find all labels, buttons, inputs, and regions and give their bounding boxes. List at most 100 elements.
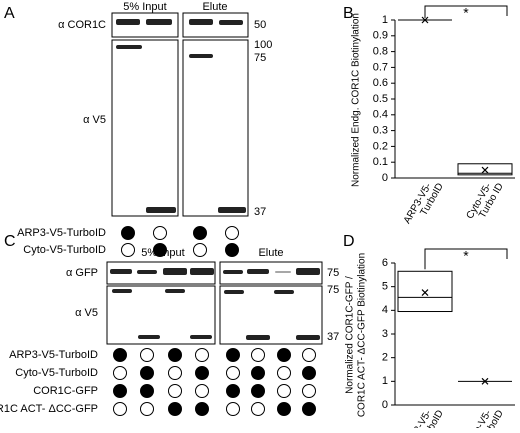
panel-label: D <box>343 233 355 250</box>
y-tick-label: 0.3 <box>373 125 388 137</box>
y-tick-label: 0.6 <box>373 77 388 89</box>
y-tick-label: 3 <box>382 328 388 340</box>
lane-indicator <box>226 402 240 416</box>
significance-bracket <box>424 248 508 270</box>
y-tick-label: 0 <box>382 172 388 184</box>
marker: 75 <box>327 284 339 296</box>
y-axis-label: Normalized Endg. COR1C Biotinylation <box>351 13 362 187</box>
mean-marker <box>481 166 489 174</box>
lane-indicator <box>121 243 135 257</box>
blot <box>111 39 179 217</box>
y-tick-label: 0.9 <box>373 30 388 42</box>
lane-indicator <box>193 226 207 240</box>
lane-indicator <box>277 384 291 398</box>
blot <box>106 285 216 345</box>
lane-indicator <box>168 402 182 416</box>
y-tick-label: 6 <box>382 257 388 269</box>
lane-indicator <box>277 366 291 380</box>
lane-indicator <box>140 384 154 398</box>
y-tick-label: 0.4 <box>373 109 388 121</box>
mean-marker <box>481 377 489 385</box>
antibody-label: α V5 <box>75 307 98 319</box>
marker: 75 <box>327 267 339 279</box>
condition-label: ARP3-V5-TurboID <box>9 349 98 361</box>
lane-indicator <box>168 384 182 398</box>
bands <box>110 268 320 340</box>
condition-label: COR1C-GFP <box>33 385 98 397</box>
lane-indicator <box>140 366 154 380</box>
lane-indicator <box>277 348 291 362</box>
lane-indicator <box>113 402 127 416</box>
lane-indicator <box>195 366 209 380</box>
box <box>457 163 513 176</box>
significance-bracket <box>424 5 508 18</box>
y-tick-label: 0 <box>382 399 388 411</box>
panel-label: B <box>343 5 354 22</box>
condition-label: Cyto-V5-TurboID <box>23 244 106 256</box>
lane-indicator <box>226 348 240 362</box>
lane-indicator <box>302 384 316 398</box>
y-tick-label: 4 <box>382 304 388 316</box>
y-tick-label: 0.8 <box>373 46 388 58</box>
antibody-label: α V5 <box>83 114 106 126</box>
y-tick-label: 2 <box>382 352 388 364</box>
lane-indicator <box>168 348 182 362</box>
antibody-label: α GFP <box>66 267 98 279</box>
marker: 50 <box>254 19 266 31</box>
significance-label: * <box>463 5 469 21</box>
lane-indicator <box>153 226 167 240</box>
lane-indicator <box>251 366 265 380</box>
box <box>397 270 453 313</box>
lane-indicator <box>193 243 207 257</box>
lane-indicator <box>140 348 154 362</box>
mean-marker <box>421 16 429 24</box>
antibody-label: α COR1C <box>58 19 106 31</box>
lane-indicator <box>140 402 154 416</box>
bands <box>116 19 246 213</box>
y-tick-label: 0.7 <box>373 61 388 73</box>
lane-indicator <box>302 366 316 380</box>
y-tick-label: 1 <box>382 375 388 387</box>
lane-header: Elute <box>258 247 283 259</box>
condition-label: Cyto-V5-TurboID <box>15 367 98 379</box>
y-tick-label: 0.2 <box>373 140 388 152</box>
lane-indicator <box>226 366 240 380</box>
lane-indicator <box>251 402 265 416</box>
y-tick-label: 0.1 <box>373 156 388 168</box>
y-axis-label: COR1C ACT- ΔCC-GFP Biotinylation <box>357 253 368 417</box>
lane-indicator <box>195 402 209 416</box>
lane-indicator <box>302 348 316 362</box>
lane-indicator <box>225 243 239 257</box>
y-axis-label: Normalized COR1C-GFP / <box>345 276 356 394</box>
lane-indicator <box>195 348 209 362</box>
marker: 100 <box>254 39 272 51</box>
significance-label: * <box>463 248 469 264</box>
lane-indicator <box>226 384 240 398</box>
marker: 37 <box>254 206 266 218</box>
panel-label: A <box>4 5 15 22</box>
lane-indicator <box>251 348 265 362</box>
y-tick-label: 5 <box>382 281 388 293</box>
condition-label: ARP3-V5-TurboID <box>17 227 106 239</box>
condition-label: COR1C ACT- ΔCC-GFP <box>0 403 98 415</box>
lane-header: Elute <box>202 1 227 13</box>
lane-indicator <box>153 243 167 257</box>
lane-indicator <box>251 384 265 398</box>
y-tick-label: 0.5 <box>373 93 388 105</box>
lane-indicator <box>113 348 127 362</box>
lane-indicator <box>302 402 316 416</box>
blot <box>219 261 323 285</box>
lane-indicator <box>195 384 209 398</box>
marker: 37 <box>327 331 339 343</box>
lane-indicator <box>113 366 127 380</box>
lane-indicator <box>113 384 127 398</box>
lane-indicator <box>277 402 291 416</box>
blot <box>106 261 216 285</box>
lane-indicator <box>225 226 239 240</box>
lane-header: 5% Input <box>123 1 166 13</box>
y-tick-label: 1 <box>382 14 388 26</box>
lane-indicator <box>168 366 182 380</box>
lane-indicator <box>121 226 135 240</box>
panel-label: C <box>4 233 16 250</box>
